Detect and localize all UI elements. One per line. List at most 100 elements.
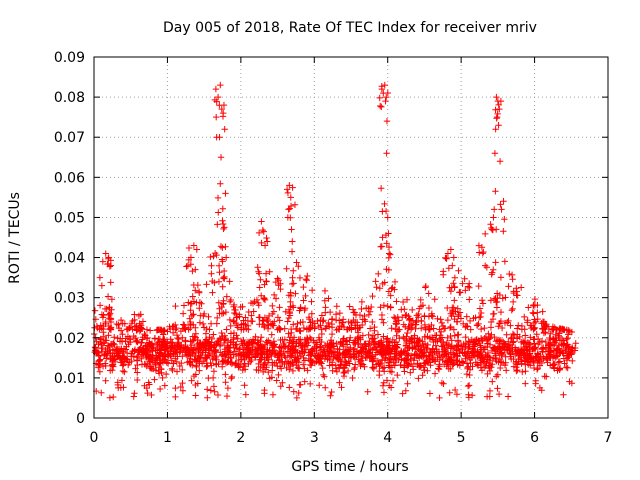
data-point (172, 326, 179, 333)
data-point (226, 344, 233, 352)
data-point (95, 361, 102, 368)
data-point (178, 341, 185, 349)
data-point (259, 364, 267, 372)
data-point (196, 299, 204, 306)
data-point (486, 387, 494, 395)
data-point (119, 320, 126, 327)
data-point (472, 314, 479, 321)
data-point (497, 274, 505, 281)
data-point (460, 359, 467, 367)
data-point (291, 201, 299, 208)
data-point (301, 357, 309, 364)
data-point (451, 283, 458, 291)
data-point (357, 347, 364, 354)
data-point (422, 360, 429, 367)
data-point (347, 324, 355, 331)
data-point (479, 250, 486, 257)
data-point (183, 263, 190, 270)
data-point (142, 347, 150, 355)
data-point (494, 294, 501, 302)
data-point (303, 334, 311, 342)
data-point (290, 388, 297, 395)
data-point (428, 321, 435, 329)
data-point (452, 346, 460, 353)
data-point (343, 341, 351, 348)
data-point (358, 360, 365, 367)
data-point (419, 350, 426, 357)
data-point (491, 350, 499, 357)
data-point (527, 334, 534, 341)
data-point (386, 359, 393, 367)
y-tick-label: 0.04 (54, 251, 85, 267)
data-point (556, 358, 564, 365)
data-point (437, 316, 444, 323)
data-point (106, 311, 113, 319)
data-point (111, 341, 118, 348)
data-point (446, 356, 454, 363)
data-point (255, 302, 262, 309)
data-point (451, 332, 458, 339)
data-point (222, 359, 230, 367)
data-point (172, 393, 179, 401)
data-point (292, 325, 300, 332)
data-point (460, 320, 467, 327)
data-point (128, 357, 135, 365)
data-point (325, 342, 333, 349)
data-point (389, 336, 396, 344)
data-point (425, 290, 432, 297)
data-point (539, 308, 546, 315)
data-point (301, 365, 308, 372)
data-point (454, 331, 461, 339)
data-point (369, 292, 376, 300)
data-point (268, 374, 276, 381)
data-point (261, 324, 268, 331)
data-point (308, 287, 316, 294)
data-point (258, 344, 265, 351)
data-point (279, 359, 286, 366)
data-point (133, 337, 140, 344)
data-point (376, 361, 384, 368)
data-point (304, 367, 311, 374)
data-point (558, 347, 565, 355)
data-point (425, 304, 433, 312)
data-point (246, 354, 253, 362)
data-point (187, 318, 194, 326)
data-point (526, 358, 534, 365)
data-point (492, 126, 499, 133)
data-point (204, 394, 211, 402)
data-point (188, 377, 195, 384)
data-point (259, 226, 267, 234)
data-point (156, 346, 164, 353)
data-point (530, 345, 538, 352)
data-point (210, 253, 217, 260)
data-point (161, 357, 168, 365)
data-point (271, 343, 278, 351)
data-point (269, 367, 276, 374)
data-point (236, 344, 244, 352)
data-point (350, 339, 357, 346)
data-point (429, 346, 436, 353)
data-point (101, 351, 108, 358)
data-point (97, 336, 105, 343)
data-point (547, 330, 554, 337)
data-point (383, 377, 391, 384)
data-point (106, 304, 113, 311)
data-point (317, 346, 325, 354)
data-point (141, 330, 148, 338)
data-point (270, 291, 278, 299)
data-point (327, 392, 334, 399)
data-point (287, 202, 295, 210)
data-point (118, 359, 126, 366)
data-point (204, 362, 211, 369)
data-point (543, 373, 550, 380)
data-point (489, 378, 496, 385)
data-point (241, 356, 248, 364)
data-point (137, 311, 144, 318)
data-point (391, 278, 399, 286)
data-point (454, 313, 462, 320)
data-point (263, 234, 270, 242)
y-axis-label: ROTI / TECUs (7, 192, 23, 284)
y-tick-label: 0.01 (54, 371, 85, 387)
data-point (381, 200, 388, 208)
data-point (220, 267, 228, 275)
